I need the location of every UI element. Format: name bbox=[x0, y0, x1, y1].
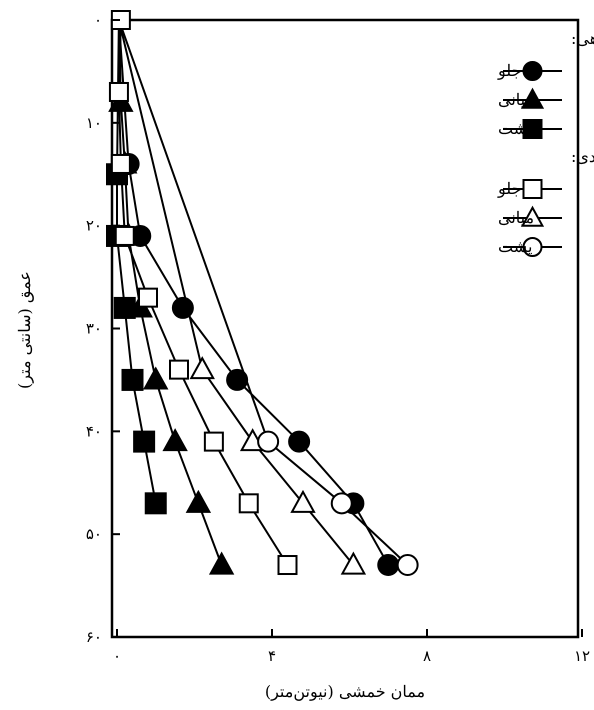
legend-marker bbox=[522, 179, 543, 199]
legend-marker bbox=[522, 237, 543, 257]
data-point bbox=[203, 431, 224, 452]
data-point bbox=[277, 555, 298, 576]
y-tick-label: ۱۰ bbox=[86, 114, 102, 132]
data-point bbox=[114, 225, 135, 246]
x-tick-label: ۸ bbox=[423, 647, 431, 665]
series-line bbox=[117, 19, 409, 566]
legend-label: میانی bbox=[498, 90, 534, 109]
data-point bbox=[110, 10, 131, 30]
data-point bbox=[330, 492, 353, 515]
y-tick-label: ۳۰ bbox=[86, 320, 102, 338]
legend-group-title: آزمایشگاهی: bbox=[571, 28, 594, 48]
data-point bbox=[257, 430, 280, 453]
data-point bbox=[288, 430, 311, 453]
x-tick-label: ۴ bbox=[268, 647, 276, 665]
data-point bbox=[110, 153, 131, 174]
series-line bbox=[117, 19, 289, 566]
legend-label: جلو bbox=[497, 179, 521, 198]
data-point bbox=[290, 489, 316, 513]
legend-label: جلو bbox=[497, 61, 521, 80]
data-point bbox=[121, 368, 144, 391]
y-tick-label: ۶۰ bbox=[86, 628, 102, 646]
plot-frame bbox=[110, 18, 580, 639]
data-point bbox=[226, 368, 249, 391]
y-tick-label: ۵۰ bbox=[86, 525, 102, 543]
series-line bbox=[117, 19, 390, 566]
series-layer bbox=[106, 10, 419, 577]
legend: آزمایشگاهی: جلو میانی پشت عددی: جلو میانی پشت bbox=[497, 28, 594, 257]
data-point bbox=[162, 428, 188, 452]
legend-label: میانی bbox=[498, 208, 534, 227]
data-point bbox=[238, 493, 259, 514]
data-point bbox=[189, 356, 215, 380]
data-point bbox=[133, 430, 156, 453]
legend-marker bbox=[520, 87, 545, 109]
y-tick-label: ۰ bbox=[94, 11, 102, 29]
series-line bbox=[117, 19, 223, 566]
legend-marker bbox=[520, 205, 545, 227]
data-point bbox=[208, 551, 235, 575]
legend-group-title: عددی: bbox=[571, 147, 594, 166]
data-point bbox=[185, 489, 212, 513]
data-point bbox=[138, 287, 158, 308]
y-axis-label: عمق (سانتی متر) bbox=[15, 271, 34, 389]
axis-layer: ۰ ۴ ۸ ۱۲ ۰ ۱۰ ۲۰ ۳۰ ۴۰ ۵۰ ۶۰ bbox=[86, 11, 590, 665]
legend-marker bbox=[522, 61, 543, 81]
y-tick-label: ۴۰ bbox=[86, 422, 102, 440]
data-point bbox=[377, 554, 400, 577]
data-point bbox=[396, 554, 419, 577]
x-tick-label: ۱۲ bbox=[574, 647, 590, 665]
data-point bbox=[169, 359, 189, 380]
y-tick-label: ۲۰ bbox=[86, 217, 102, 235]
x-axis-label: ممان خمشی (نیوتن‌متر) bbox=[265, 682, 425, 701]
legend-label: پشت bbox=[498, 119, 532, 138]
legend-marker bbox=[522, 119, 543, 139]
x-tick-label: ۰ bbox=[113, 647, 121, 665]
data-point bbox=[113, 296, 136, 319]
data-point bbox=[144, 492, 167, 515]
data-point bbox=[108, 81, 129, 102]
legend-label: پشت bbox=[498, 237, 532, 256]
data-point bbox=[143, 366, 169, 390]
data-point bbox=[340, 551, 367, 575]
data-point bbox=[171, 296, 194, 319]
